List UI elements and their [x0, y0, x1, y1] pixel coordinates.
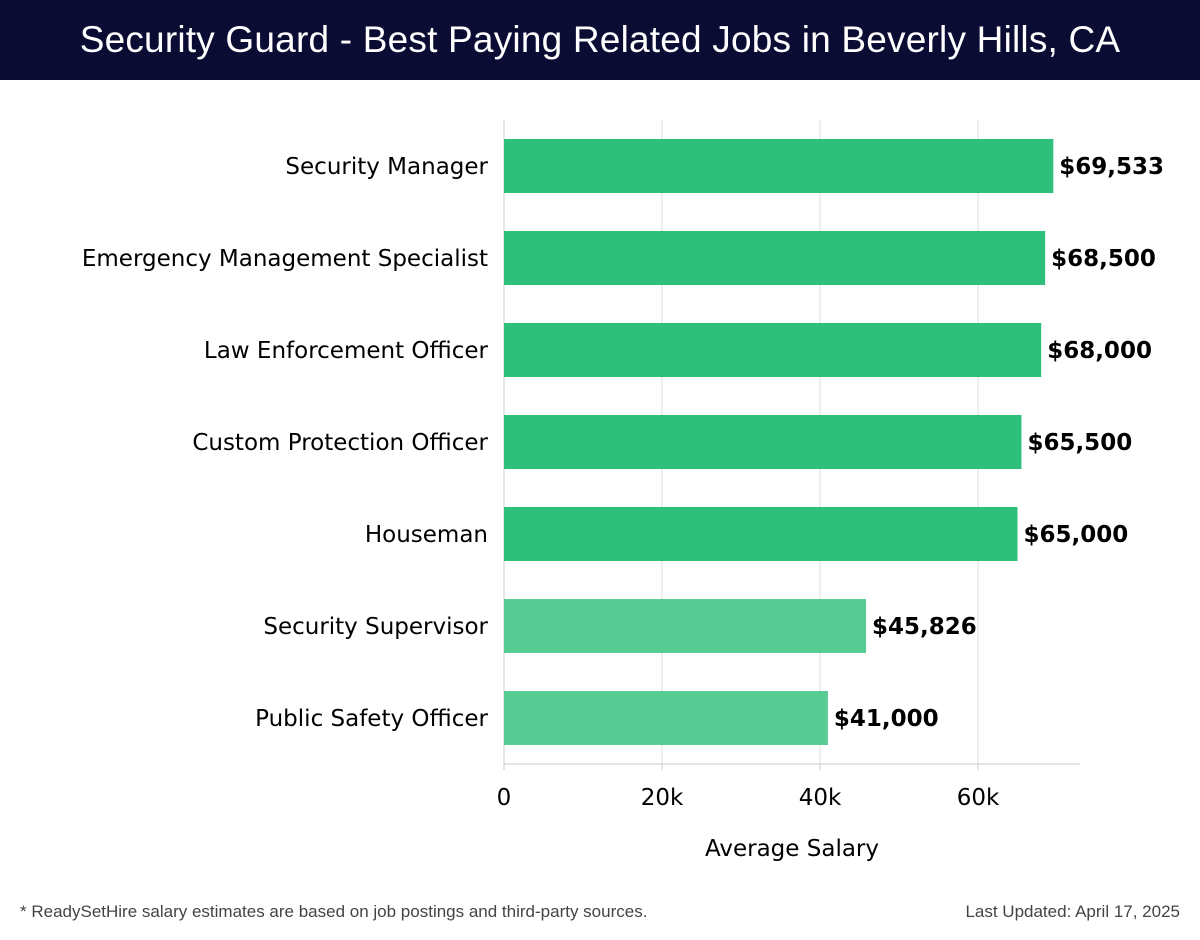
- value-label: $65,000: [1024, 522, 1129, 548]
- chart-header: Security Guard - Best Paying Related Job…: [0, 0, 1200, 80]
- bar: [504, 599, 867, 653]
- chart-title: Security Guard - Best Paying Related Job…: [79, 19, 1121, 60]
- x-axis-title: Average Salary: [705, 836, 879, 862]
- value-label: $41,000: [834, 706, 939, 732]
- bar-chart: 0 20k 40k 60k Security Manager $69,533 Emergen…: [82, 120, 1164, 862]
- x-tick-label: 0: [497, 785, 512, 811]
- footnote: * ReadySetHire salary estimates are base…: [20, 902, 648, 921]
- category-label: Custom Protection Officer: [192, 430, 488, 456]
- last-updated-label: Last Updated:: [965, 902, 1072, 921]
- x-tick-label: 40k: [799, 785, 842, 811]
- category-label: Law Enforcement Officer: [204, 338, 489, 364]
- category-label: Houseman: [365, 522, 488, 548]
- last-updated: Last Updated: April 17, 2025: [965, 902, 1180, 922]
- x-tick-label: 20k: [641, 785, 684, 811]
- bar: [504, 691, 828, 745]
- category-label: Public Safety Officer: [255, 706, 488, 732]
- bar: [504, 231, 1046, 285]
- value-label: $68,000: [1047, 338, 1152, 364]
- bar: [504, 507, 1018, 561]
- x-tick-label: 60k: [957, 785, 1000, 811]
- category-label: Security Manager: [285, 154, 488, 180]
- bar: [504, 139, 1054, 193]
- value-label: $65,500: [1027, 430, 1132, 456]
- value-label: $68,500: [1051, 246, 1156, 272]
- last-updated-date: April 17, 2025: [1075, 902, 1180, 921]
- value-label: $69,533: [1059, 154, 1164, 180]
- value-label: $45,826: [872, 614, 977, 640]
- category-label: Security Supervisor: [263, 614, 488, 640]
- bar: [504, 323, 1042, 377]
- bar: [504, 415, 1022, 469]
- category-label: Emergency Management Specialist: [82, 246, 488, 272]
